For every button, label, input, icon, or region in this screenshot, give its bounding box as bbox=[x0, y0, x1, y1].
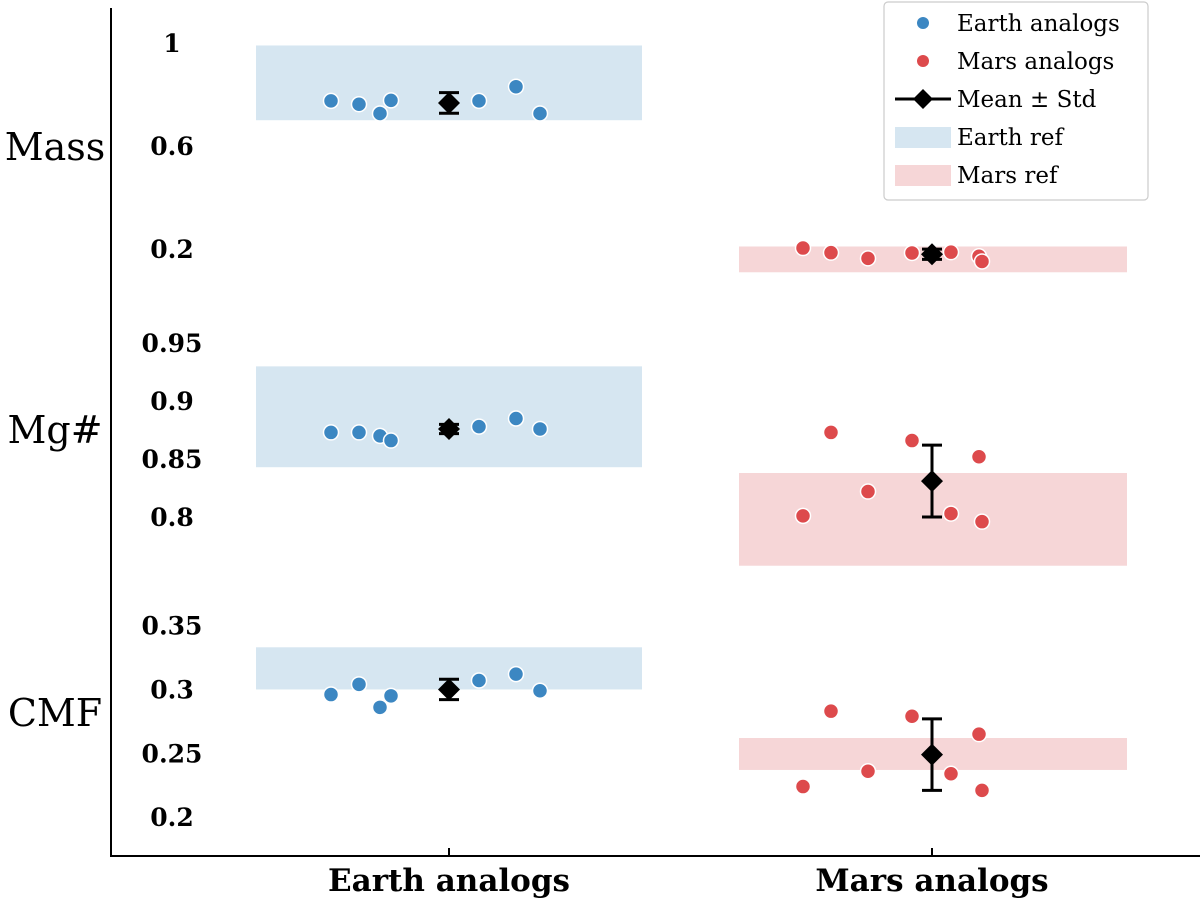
y-tick-label: 0.6 bbox=[150, 132, 194, 161]
panel-0: Mass 0.2 0.6 1 bbox=[5, 29, 1127, 273]
mars-point bbox=[970, 448, 988, 466]
y-tick-label: 0.2 bbox=[150, 235, 194, 264]
mars-mean-diamond bbox=[921, 470, 943, 493]
earth-point bbox=[350, 95, 368, 113]
mars-point bbox=[903, 708, 921, 725]
mars-point bbox=[903, 432, 921, 449]
legend-label: Earth ref bbox=[957, 125, 1064, 151]
legend-frame bbox=[883, 1, 1149, 201]
earth-point bbox=[470, 92, 488, 110]
earth-point bbox=[531, 682, 549, 699]
earth-point bbox=[531, 105, 549, 122]
earth-point bbox=[322, 92, 340, 110]
earth-point bbox=[322, 424, 340, 441]
panel-label: Mass bbox=[5, 125, 106, 169]
panel-label: Mg# bbox=[7, 408, 102, 452]
legend-item: Mean ± Std bbox=[895, 87, 1097, 113]
earth-point bbox=[507, 665, 525, 683]
earth-mean-diamond bbox=[438, 417, 460, 440]
y-tick-label: 0.85 bbox=[142, 445, 203, 474]
mars-point bbox=[822, 424, 840, 441]
y-tick-label: 0.9 bbox=[150, 387, 194, 416]
legend: Earth analogs Mars analogs Mean ± Std Earth… bbox=[883, 1, 1149, 201]
earth-point bbox=[322, 686, 340, 703]
y-tick-label: 0.25 bbox=[142, 739, 203, 768]
y-tick-label: 0.8 bbox=[150, 503, 194, 532]
mars-point bbox=[973, 513, 991, 530]
earth-mean-diamond bbox=[438, 91, 460, 114]
mars-point bbox=[822, 244, 840, 261]
x-tick-label-earth: Earth analogs bbox=[328, 863, 570, 899]
panel-2: CMF 0.2 0.25 0.3 0.35 bbox=[8, 612, 1127, 832]
mars-point bbox=[970, 725, 988, 743]
legend-item: Mars analogs bbox=[917, 49, 1114, 75]
mars-point bbox=[942, 243, 960, 261]
legend-label: Mars analogs bbox=[957, 49, 1114, 75]
earth-ref-band bbox=[256, 366, 642, 468]
mars-point bbox=[973, 782, 991, 799]
earth-point bbox=[350, 676, 368, 693]
legend-label: Mars ref bbox=[957, 163, 1059, 189]
legend-item: Earth ref bbox=[895, 125, 1064, 151]
y-tick-label: 0.35 bbox=[142, 612, 203, 641]
y-tick-label: 0.95 bbox=[142, 329, 203, 358]
mars-point bbox=[942, 765, 960, 783]
y-tick-label: 0.2 bbox=[150, 803, 194, 832]
x-tick-label-mars: Mars analogs bbox=[815, 863, 1048, 899]
legend-marker-dot bbox=[917, 17, 929, 29]
legend-label: Earth analogs bbox=[957, 11, 1120, 37]
earth-point bbox=[470, 418, 488, 435]
mars-point bbox=[903, 244, 921, 262]
panel-label: CMF bbox=[8, 691, 102, 735]
legend-label: Mean ± Std bbox=[957, 87, 1097, 113]
mars-point bbox=[942, 505, 960, 522]
legend-item: Earth analogs bbox=[917, 11, 1120, 37]
legend-marker-band bbox=[895, 127, 951, 148]
earth-point bbox=[350, 424, 368, 441]
panel-1: Mg# 0.8 0.85 0.9 0.95 bbox=[7, 329, 1127, 566]
earth-point bbox=[371, 699, 389, 716]
earth-point bbox=[507, 410, 525, 427]
earth-point bbox=[470, 672, 488, 689]
axes-layer: Earth analogs Mars analogs bbox=[110, 8, 1200, 899]
panels-layer: Mass 0.2 0.6 1 Mg# 0.8 0.85 0.9 0.95 CMF 0.2 0.25 0.… bbox=[5, 29, 1127, 832]
earth-point bbox=[507, 78, 525, 95]
earth-mean-diamond bbox=[438, 678, 460, 701]
mars-point bbox=[794, 778, 812, 795]
y-tick-label: 1 bbox=[163, 29, 180, 58]
legend-marker-dot bbox=[917, 55, 929, 67]
mars-point bbox=[794, 239, 812, 257]
legend-marker-band bbox=[895, 165, 951, 186]
mars-mean-diamond bbox=[921, 243, 943, 266]
mars-point bbox=[794, 507, 812, 525]
legend-marker-diamond bbox=[913, 89, 933, 109]
earth-point bbox=[382, 687, 400, 705]
mars-point bbox=[859, 250, 877, 267]
mars-mean-diamond bbox=[921, 743, 943, 766]
mars-point bbox=[822, 702, 840, 720]
legend-item: Mars ref bbox=[895, 163, 1059, 189]
mars-point bbox=[859, 762, 877, 780]
y-tick-label: 0.3 bbox=[150, 675, 194, 704]
earth-point bbox=[382, 432, 400, 449]
earth-point bbox=[382, 92, 400, 109]
mars-point bbox=[973, 253, 991, 270]
mars-point bbox=[859, 483, 877, 500]
earth-point bbox=[531, 420, 549, 438]
earth-point bbox=[371, 105, 389, 122]
